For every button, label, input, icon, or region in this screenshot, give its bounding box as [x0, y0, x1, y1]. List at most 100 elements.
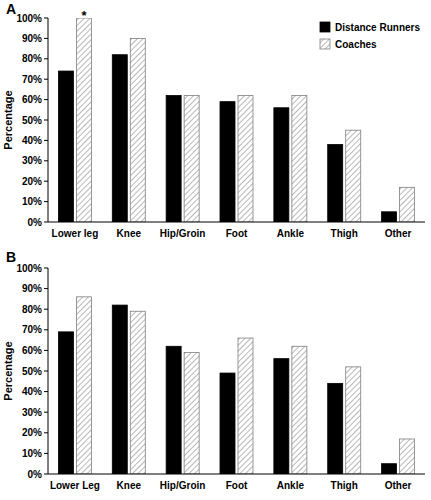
figure: A Percentage 0% 10% 20% 30% 40% 50% 60% 70% 80% 90%… — [0, 0, 431, 500]
bar — [274, 359, 289, 474]
y-tick — [44, 288, 48, 289]
y-tick-label: 20% — [22, 427, 42, 438]
y-tick — [44, 181, 48, 182]
bar — [382, 464, 397, 474]
x-tick-label: Thigh — [331, 480, 358, 491]
bar — [184, 96, 199, 222]
y-tick — [44, 140, 48, 141]
y-tick-label: 100% — [16, 263, 42, 274]
bars — [58, 297, 414, 474]
bar — [166, 96, 181, 222]
y-tick — [44, 160, 48, 161]
bar — [76, 18, 91, 222]
y-tick-label: 60% — [22, 345, 42, 356]
x-tick-label: Lower leg — [52, 228, 99, 239]
x-tick-label: Other — [385, 228, 412, 239]
y-tick — [44, 453, 48, 454]
bar — [220, 102, 235, 222]
bar — [292, 346, 307, 474]
bar — [166, 346, 181, 474]
y-tick-label: 20% — [22, 176, 42, 187]
x-tick-label: Knee — [117, 480, 142, 491]
y-tick-label: 100% — [16, 13, 42, 24]
y-tick — [44, 79, 48, 80]
y-tick-label: 80% — [22, 53, 42, 64]
x-axis — [48, 222, 425, 223]
x-tick-label: Thigh — [331, 228, 358, 239]
bar — [76, 297, 91, 474]
y-tick — [44, 474, 48, 475]
bar — [130, 311, 145, 474]
bar — [328, 144, 343, 222]
y-tick — [44, 58, 48, 59]
y-tick-label: 40% — [22, 386, 42, 397]
bar — [400, 439, 415, 474]
legend-swatch — [320, 22, 330, 32]
legend: Distance Runners Coaches — [320, 22, 420, 50]
y-tick — [44, 412, 48, 413]
bar — [220, 373, 235, 474]
x-tick-label: Ankle — [277, 480, 305, 491]
x-tick-label: Foot — [226, 480, 248, 491]
y-tick-label: 0% — [28, 469, 43, 480]
bar — [292, 96, 307, 222]
y-tick-label: 10% — [22, 196, 42, 207]
x-tick-label: Foot — [226, 228, 248, 239]
y-axis — [48, 18, 49, 222]
y-tick-label: 90% — [22, 283, 42, 294]
y-tick — [44, 268, 48, 269]
y-tick — [44, 432, 48, 433]
x-tick-label: Ankle — [277, 228, 305, 239]
x-tick-label: Hip/Groin — [160, 228, 206, 239]
x-tick-label: Hip/Groin — [160, 480, 206, 491]
y-tick — [44, 99, 48, 100]
bar — [58, 332, 73, 474]
y-axis — [48, 268, 49, 474]
y-tick — [44, 350, 48, 351]
y-tick-label: 10% — [22, 448, 42, 459]
y-tick-label: 90% — [22, 33, 42, 44]
bar — [274, 108, 289, 222]
annotation: * — [81, 8, 87, 23]
y-tick — [44, 18, 48, 19]
bar — [112, 305, 127, 474]
panel: BPercentage0%10%20%30%40%50%60%70%80%90%… — [2, 249, 425, 491]
bar — [346, 367, 361, 474]
y-tick-label: 40% — [22, 135, 42, 146]
bar — [400, 187, 415, 222]
y-tick-label: 70% — [22, 74, 42, 85]
bar — [184, 352, 199, 474]
panel: APercentage0%10%20%30%40%50%60%70%80%90%… — [2, 1, 425, 239]
y-tick-label: 0% — [28, 217, 43, 228]
y-tick-label: 30% — [22, 407, 42, 418]
bar — [346, 130, 361, 222]
y-tick — [44, 120, 48, 121]
bar — [238, 96, 253, 222]
y-tick-label: 50% — [22, 366, 42, 377]
bar — [328, 383, 343, 474]
y-axis-title: Percentage — [2, 90, 14, 149]
legend-label: Distance Runners — [335, 22, 420, 33]
y-tick-label: 70% — [22, 324, 42, 335]
x-axis — [48, 474, 425, 475]
y-tick — [44, 329, 48, 330]
bar — [382, 212, 397, 222]
bars — [58, 18, 414, 222]
y-tick — [44, 201, 48, 202]
y-tick — [44, 38, 48, 39]
x-tick-label: Lower Leg — [50, 480, 100, 491]
y-tick — [44, 371, 48, 372]
bar — [58, 71, 73, 222]
y-tick — [44, 309, 48, 310]
legend-swatch — [320, 39, 330, 49]
y-tick-label: 60% — [22, 94, 42, 105]
y-tick — [44, 222, 48, 223]
panel-label: B — [6, 249, 16, 265]
y-tick — [44, 391, 48, 392]
x-tick-label: Knee — [117, 228, 142, 239]
panel-label: A — [6, 1, 16, 17]
bar — [112, 55, 127, 222]
x-tick-label: Other — [385, 480, 412, 491]
y-tick-label: 80% — [22, 304, 42, 315]
legend-label: Coaches — [335, 39, 377, 50]
